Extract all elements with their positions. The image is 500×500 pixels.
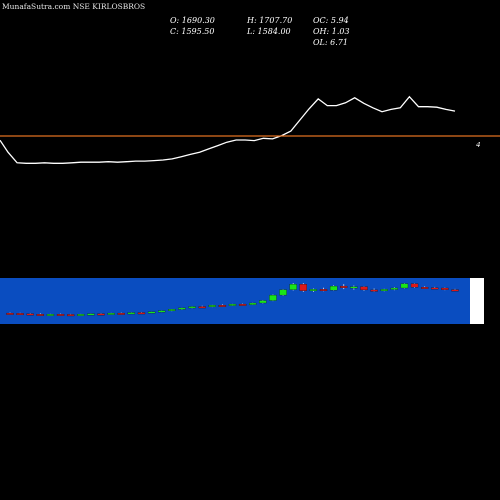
candle-body — [66, 314, 75, 317]
candle-body — [26, 313, 34, 316]
candle-body — [380, 289, 388, 292]
candle-body — [36, 314, 45, 316]
ohlc-open: O: 1690.30 — [170, 16, 215, 25]
ohlc-ol: OL: 6.71 — [313, 38, 348, 47]
candle-body — [127, 312, 136, 315]
candle-body — [218, 305, 227, 307]
candle-body — [420, 287, 429, 289]
candle-body — [390, 287, 399, 290]
candle-body — [168, 309, 176, 311]
line-axis-mark: 4 — [476, 141, 480, 149]
candle-band — [0, 278, 470, 324]
candle-body — [46, 314, 55, 316]
candle-body — [309, 289, 318, 292]
candle-body — [370, 289, 378, 292]
candle-body — [178, 307, 186, 310]
candle-body — [431, 287, 439, 290]
candle-body — [238, 303, 247, 306]
candle-body — [97, 313, 105, 316]
candle-body — [299, 284, 307, 291]
candle-body — [6, 312, 14, 315]
candle-body — [259, 300, 267, 304]
candle-body — [16, 313, 24, 316]
ohlc-oc: OC: 5.94 — [313, 16, 349, 25]
candle-body — [117, 312, 125, 315]
candle-body — [360, 286, 368, 291]
price-line — [0, 95, 456, 164]
candle-body — [249, 302, 257, 305]
candle-body — [87, 313, 95, 316]
candle-body — [410, 283, 419, 288]
candle-body — [208, 305, 216, 307]
candle-body — [107, 312, 115, 315]
ohlc-oh: OH: 1.03 — [313, 27, 350, 36]
candle-body — [188, 306, 196, 309]
candle-body — [228, 303, 237, 306]
candle-body — [451, 289, 459, 292]
candle-body — [77, 314, 85, 316]
candle-body — [269, 294, 277, 301]
ohlc-close: C: 1595.50 — [170, 27, 215, 36]
candle-body — [319, 289, 328, 292]
right-scale-strip — [470, 278, 484, 324]
candle-body — [147, 311, 156, 314]
candle-body — [279, 289, 287, 296]
candle-body — [350, 286, 358, 289]
ohlc-high: H: 1707.70 — [247, 16, 293, 25]
candle-body — [158, 310, 166, 313]
candle-body — [289, 284, 297, 290]
candle-body — [340, 285, 348, 288]
candle-body — [400, 283, 409, 289]
chart-title: MunafaSutra.com NSE KIRLOSBROS — [2, 2, 146, 11]
candle-body — [198, 306, 206, 309]
candle-body — [441, 287, 449, 290]
ohlc-low: L: 1584.00 — [247, 27, 291, 36]
candle-body — [329, 285, 338, 291]
candle-body — [56, 314, 65, 316]
candle-body — [137, 312, 146, 315]
